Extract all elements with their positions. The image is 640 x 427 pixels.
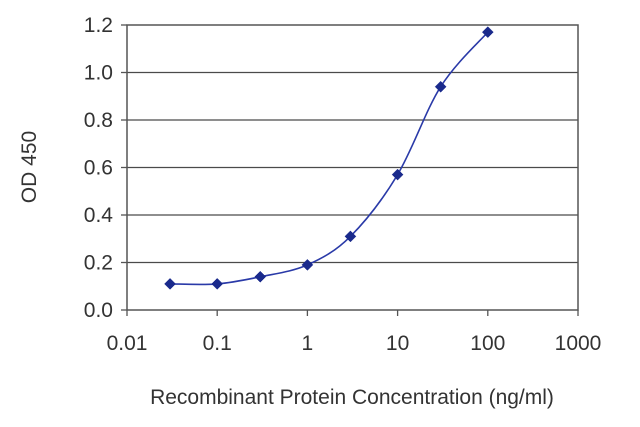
x-tick-label: 0.01 [107, 332, 148, 355]
data-point [254, 270, 267, 283]
data-point [211, 278, 224, 290]
y-tick-label: 0.8 [84, 109, 113, 132]
y-tick-label: 1.2 [84, 14, 113, 37]
y-tick-label: 0.6 [84, 157, 113, 180]
y-tick-label: 0.4 [84, 204, 114, 227]
y-tick-label: 1.0 [84, 62, 113, 85]
y-axis-title: OD 450 [18, 131, 41, 203]
data-point [481, 26, 494, 38]
data-point [164, 278, 176, 290]
x-tick-label: 1000 [555, 332, 602, 355]
data-point [391, 168, 404, 181]
x-tick-label: 100 [470, 332, 505, 355]
x-tick-label: 0.1 [203, 332, 232, 355]
gridlines [127, 71, 578, 264]
y-tick-label: 0.0 [84, 299, 113, 322]
x-tick-label: 10 [386, 332, 409, 355]
y-axis-ticks: 0.0 0.2 0.4 0.6 0.8 1.0 1.2 [84, 14, 127, 322]
y-tick-label: 0.2 [84, 252, 113, 275]
fit-curve [169, 31, 489, 286]
data-point [344, 230, 357, 243]
data-point [301, 259, 314, 271]
x-tick-label: 1 [302, 332, 314, 355]
data-point [434, 80, 447, 93]
data-points [164, 26, 494, 290]
x-axis-ticks: 0.01 0.1 1 10 100 1000 [107, 310, 602, 355]
x-axis-title: Recombinant Protein Concentration (ng/ml… [150, 386, 554, 409]
